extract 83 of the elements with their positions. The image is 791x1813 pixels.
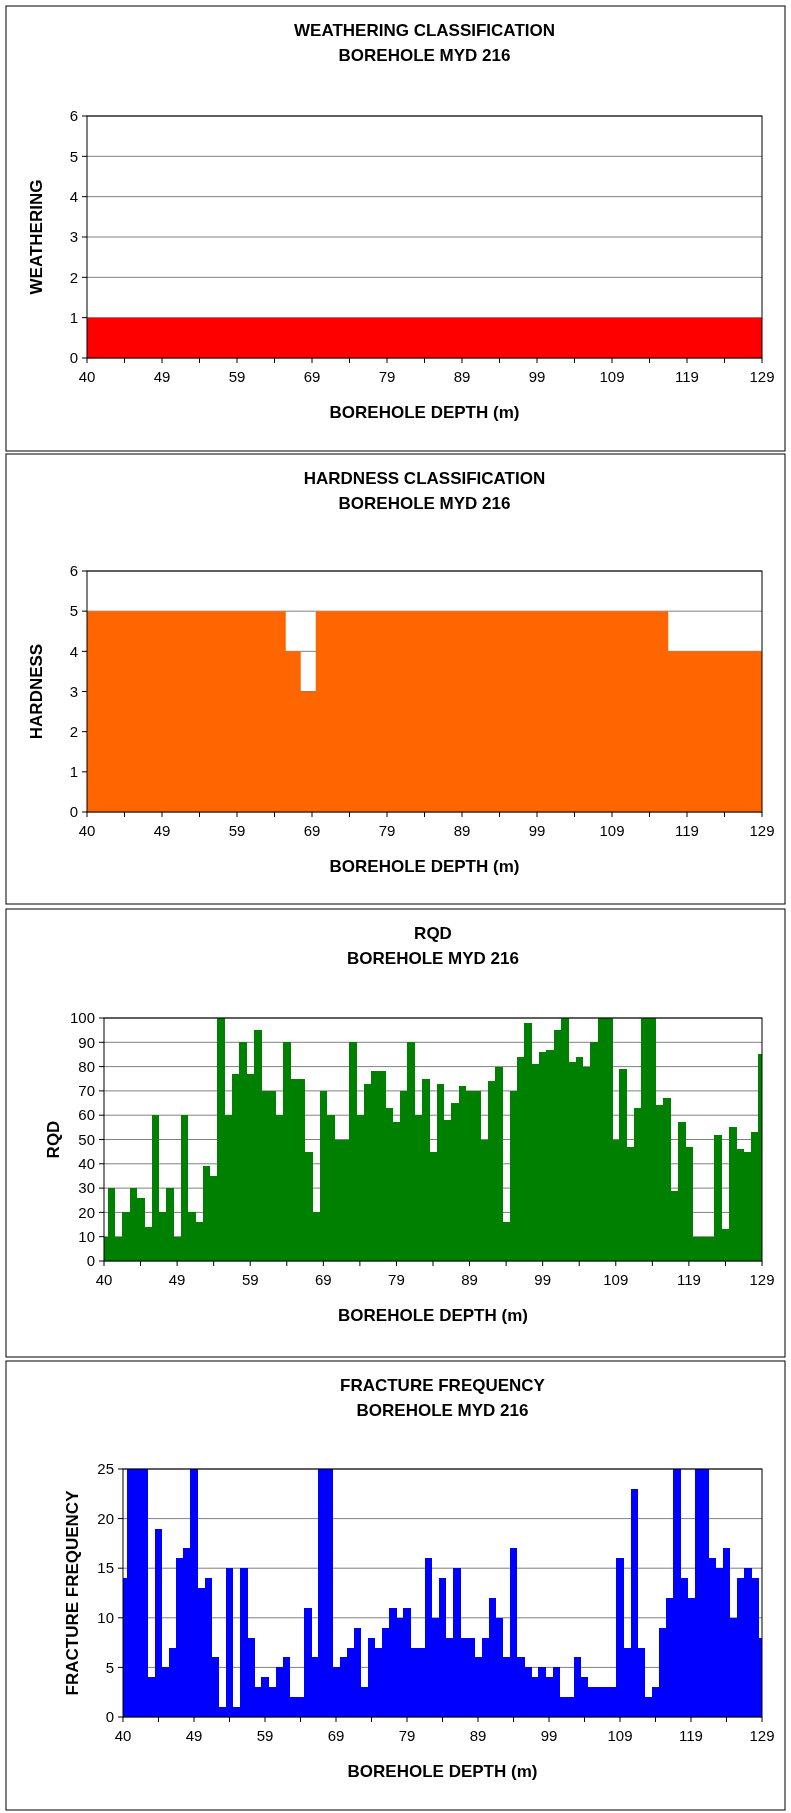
y-tick-label: 0 bbox=[69, 803, 78, 821]
x-tick-label: 59 bbox=[228, 368, 246, 385]
x-tick-label: 69 bbox=[327, 1727, 345, 1744]
chart-subtitle: BOREHOLE MYD 216 bbox=[356, 1401, 529, 1420]
y-tick-label: 0 bbox=[86, 1252, 95, 1270]
x-tick-label: 129 bbox=[749, 822, 775, 839]
x-tick-label: 99 bbox=[528, 368, 546, 385]
y-tick-label: 5 bbox=[69, 602, 78, 620]
x-tick-label: 119 bbox=[676, 1271, 701, 1288]
x-tick-label: 69 bbox=[303, 822, 321, 839]
x-tick-label: 89 bbox=[461, 1271, 478, 1288]
x-tick-label: 109 bbox=[607, 1727, 633, 1744]
y-tick-label: 20 bbox=[78, 1203, 95, 1221]
x-tick-label: 119 bbox=[679, 1727, 703, 1744]
y-tick-label: 80 bbox=[78, 1057, 95, 1075]
y-tick-label: 0 bbox=[105, 1708, 114, 1726]
y-tick-label: 6 bbox=[69, 107, 78, 125]
y-tick-label: 5 bbox=[69, 147, 78, 165]
x-tick-label: 99 bbox=[534, 1271, 552, 1288]
y-tick-label: 2 bbox=[69, 268, 78, 286]
y-tick-label: 100 bbox=[69, 1009, 95, 1027]
y-tick-label: 50 bbox=[78, 1130, 95, 1148]
x-axis-title: BOREHOLE DEPTH (m) bbox=[347, 1762, 538, 1781]
x-tick-label: 129 bbox=[749, 368, 775, 385]
y-tick-label: 0 bbox=[69, 349, 78, 367]
y-tick-label: 1 bbox=[69, 763, 78, 781]
y-tick-label: 30 bbox=[78, 1179, 95, 1197]
y-axis-title: FRACTURE FREQUENCY bbox=[63, 1489, 82, 1696]
x-axis-title: BOREHOLE DEPTH (m) bbox=[338, 1306, 528, 1325]
x-tick-label: 109 bbox=[603, 1271, 629, 1288]
x-tick-label: 109 bbox=[599, 822, 625, 839]
x-tick-label: 59 bbox=[241, 1271, 259, 1288]
x-tick-label: 59 bbox=[228, 822, 246, 839]
chart-title: RQD bbox=[414, 924, 452, 943]
chart-title: WEATHERING CLASSIFICATION bbox=[294, 21, 555, 40]
x-axis-title: BOREHOLE DEPTH (m) bbox=[329, 857, 520, 876]
y-tick-label: 15 bbox=[97, 1559, 114, 1577]
y-tick-label: 3 bbox=[69, 228, 78, 246]
y-tick-label: 4 bbox=[69, 187, 78, 205]
y-tick-label: 25 bbox=[97, 1460, 114, 1478]
x-tick-label: 49 bbox=[153, 822, 171, 839]
chart-title: FRACTURE FREQUENCY bbox=[340, 1376, 546, 1395]
y-tick-label: 6 bbox=[69, 562, 78, 580]
x-tick-label: 129 bbox=[749, 1727, 775, 1744]
chart-subtitle: BOREHOLE MYD 216 bbox=[338, 46, 511, 65]
x-tick-label: 89 bbox=[469, 1727, 487, 1744]
y-tick-label: 40 bbox=[78, 1155, 95, 1173]
x-tick-label: 79 bbox=[378, 822, 396, 839]
x-tick-label: 59 bbox=[256, 1727, 274, 1744]
y-tick-label: 3 bbox=[69, 682, 78, 700]
x-axis-title: BOREHOLE DEPTH (m) bbox=[329, 403, 520, 422]
x-tick-label: 49 bbox=[168, 1271, 186, 1288]
x-tick-label: 69 bbox=[303, 368, 321, 385]
x-tick-label: 69 bbox=[314, 1271, 332, 1288]
x-tick-label: 89 bbox=[453, 822, 471, 839]
chart-subtitle: BOREHOLE MYD 216 bbox=[338, 494, 511, 513]
y-tick-label: 10 bbox=[97, 1609, 114, 1627]
y-axis-title: HARDNESS bbox=[27, 643, 46, 740]
y-tick-label: 20 bbox=[97, 1509, 114, 1527]
y-axis-title: RQD bbox=[44, 1120, 63, 1159]
y-tick-label: 4 bbox=[69, 642, 78, 660]
x-tick-label: 89 bbox=[453, 368, 471, 385]
y-tick-label: 2 bbox=[69, 722, 78, 740]
y-tick-label: 10 bbox=[78, 1227, 95, 1245]
chart-title: HARDNESS CLASSIFICATION bbox=[303, 469, 546, 488]
y-tick-label: 5 bbox=[105, 1658, 114, 1676]
x-tick-label: 79 bbox=[388, 1271, 405, 1288]
x-tick-label: 119 bbox=[675, 368, 699, 385]
x-tick-label: 79 bbox=[398, 1727, 416, 1744]
chart-subtitle: BOREHOLE MYD 216 bbox=[347, 949, 519, 968]
x-tick-label: 119 bbox=[675, 822, 699, 839]
x-tick-label: 79 bbox=[378, 368, 396, 385]
x-tick-label: 99 bbox=[528, 822, 546, 839]
x-tick-label: 99 bbox=[540, 1727, 558, 1744]
y-axis-title: WEATHERING bbox=[27, 179, 46, 295]
x-tick-label: 109 bbox=[599, 368, 625, 385]
x-tick-label: 49 bbox=[185, 1727, 203, 1744]
y-tick-label: 90 bbox=[78, 1033, 95, 1051]
y-tick-label: 70 bbox=[78, 1082, 95, 1100]
y-tick-label: 60 bbox=[78, 1106, 95, 1124]
y-tick-label: 1 bbox=[69, 308, 78, 326]
x-tick-label: 49 bbox=[153, 368, 171, 385]
x-tick-label: 129 bbox=[749, 1271, 775, 1288]
